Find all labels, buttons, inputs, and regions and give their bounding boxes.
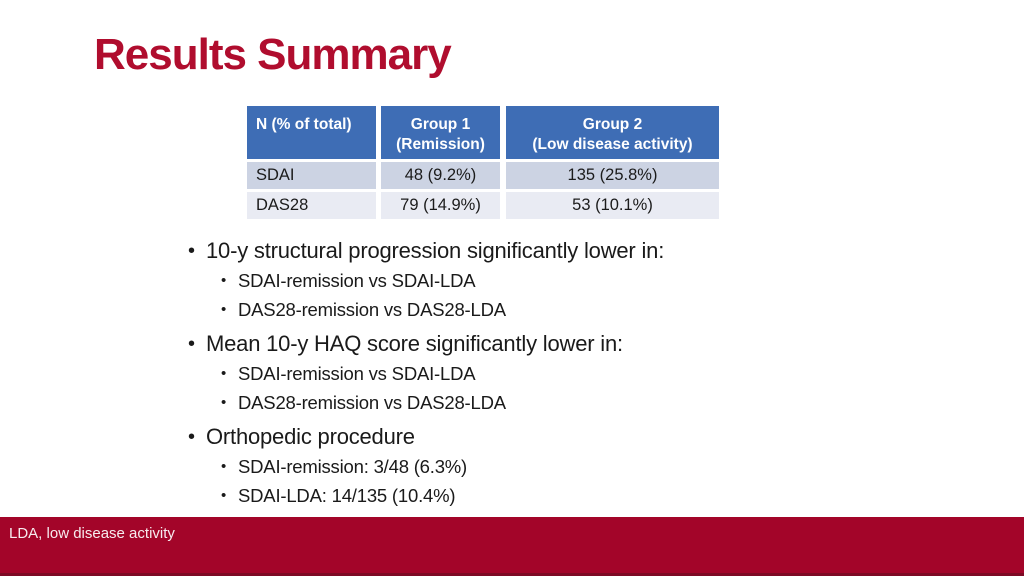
bullet-icon: • — [188, 426, 195, 448]
table-cell: SDAI — [247, 159, 376, 189]
table-header-group2: Group 2 (Low disease activity) — [500, 106, 719, 159]
slide-title: Results Summary — [94, 30, 452, 79]
sub-bullet-text: SDAI-remission: 3/48 (6.3%) — [238, 456, 468, 477]
sub-bullet-text: DAS28-remission vs DAS28-LDA — [238, 392, 506, 413]
results-table: N (% of total) Group 1 (Remission) Group… — [247, 106, 719, 219]
table-row-das28: DAS28 79 (14.9%) 53 (10.1%) — [247, 189, 719, 219]
footer-bottom-strip — [0, 573, 1024, 576]
sub-bullet-icon: • — [221, 301, 227, 318]
table-cell: 48 (9.2%) — [376, 159, 500, 189]
table-cell: 53 (10.1%) — [500, 189, 719, 219]
table-row-sdai: SDAI 48 (9.2%) 135 (25.8%) — [247, 159, 719, 189]
bullet-group: • 10-y structural progression significan… — [186, 236, 846, 324]
table-header-n-total: N (% of total) — [247, 106, 376, 159]
header-line: (Low disease activity) — [532, 136, 693, 153]
bullet-item: • Orthopedic procedure — [186, 422, 846, 452]
sub-bullet-text: SDAI-LDA: 14/135 (10.4%) — [238, 485, 456, 506]
bullet-group: • Mean 10-y HAQ score significantly lowe… — [186, 329, 846, 417]
sub-bullet-icon: • — [221, 365, 227, 382]
sub-bullet-item: • SDAI-remission: 3/48 (6.3%) — [186, 452, 846, 481]
bullet-group: • Orthopedic procedure • SDAI-remission:… — [186, 422, 846, 510]
header-line: (Remission) — [396, 136, 485, 153]
bullet-item: • Mean 10-y HAQ score significantly lowe… — [186, 329, 846, 359]
sub-bullet-item: • DAS28-remission vs DAS28-LDA — [186, 388, 846, 417]
sub-bullet-text: SDAI-remission vs SDAI-LDA — [238, 363, 476, 384]
header-line: Group 2 — [582, 116, 643, 133]
sub-bullet-text: DAS28-remission vs DAS28-LDA — [238, 299, 506, 320]
header-line: Group 1 — [410, 116, 471, 133]
table-cell: 79 (14.9%) — [376, 189, 500, 219]
sub-bullet-icon: • — [221, 487, 227, 504]
bullet-text: 10-y structural progression significantl… — [206, 238, 665, 263]
bullet-icon: • — [188, 333, 195, 355]
bullet-item: • 10-y structural progression significan… — [186, 236, 846, 266]
sub-bullet-item: • SDAI-remission vs SDAI-LDA — [186, 266, 846, 295]
table-cell: DAS28 — [247, 189, 376, 219]
sub-bullet-icon: • — [221, 272, 227, 289]
sub-bullet-item: • SDAI-LDA: 14/135 (10.4%) — [186, 481, 846, 510]
table-header-group1: Group 1 (Remission) — [376, 106, 500, 159]
bullet-text: Orthopedic procedure — [206, 424, 415, 449]
sub-bullet-icon: • — [221, 394, 227, 411]
sub-bullet-text: SDAI-remission vs SDAI-LDA — [238, 270, 476, 291]
bullet-text: Mean 10-y HAQ score significantly lower … — [206, 331, 623, 356]
bullet-list: • 10-y structural progression significan… — [186, 236, 846, 510]
table-cell: 135 (25.8%) — [500, 159, 719, 189]
sub-bullet-item: • SDAI-remission vs SDAI-LDA — [186, 359, 846, 388]
table-header-row: N (% of total) Group 1 (Remission) Group… — [247, 106, 719, 159]
footer-bar: LDA, low disease activity — [0, 517, 1024, 576]
sub-bullet-icon: • — [221, 458, 227, 475]
header-line: N (% of total) — [256, 116, 352, 133]
bullet-icon: • — [188, 240, 195, 262]
sub-bullet-item: • DAS28-remission vs DAS28-LDA — [186, 295, 846, 324]
footer-note: LDA, low disease activity — [9, 525, 175, 542]
